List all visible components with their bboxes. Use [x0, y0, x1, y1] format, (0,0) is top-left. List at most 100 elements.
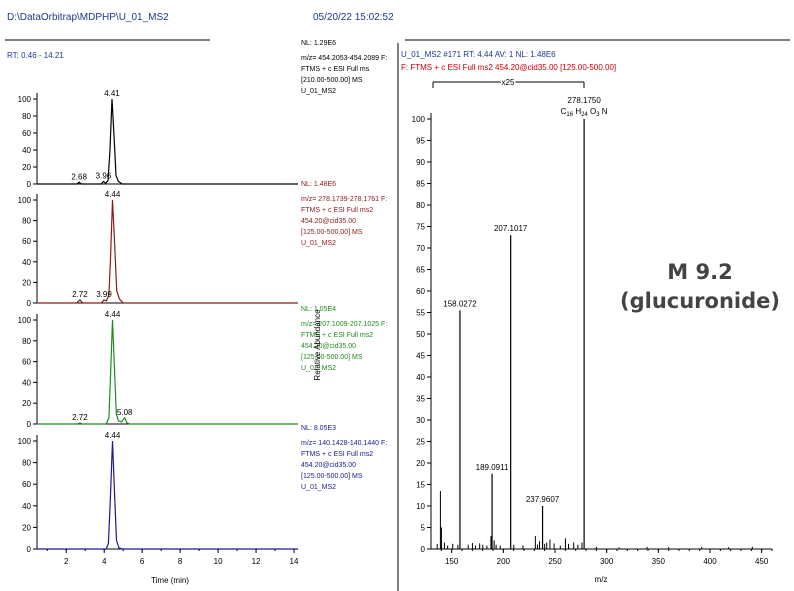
chrom-y-tick-label: 100 — [18, 196, 32, 205]
molecular-formula: C16 H24 O3 N — [561, 107, 608, 118]
peak-mz-label: 278.1750 — [567, 96, 601, 105]
chromatogram-trace — [37, 319, 298, 425]
nl-label: NL: 1.29E6 — [301, 40, 336, 47]
chromatogram-trace — [37, 199, 298, 304]
time-axis-label: Time (min) — [151, 576, 189, 585]
spectrum-y-tick-label: 100 — [412, 115, 426, 124]
chrom-y-tick-label: 80 — [22, 459, 31, 468]
scan-filter-line: [125.00-500.00] MS — [301, 354, 363, 361]
spectrum-y-tick-label: 55 — [416, 309, 425, 318]
y-axis-label: Relative Abundance — [313, 309, 322, 381]
mz-tick-label: 350 — [652, 557, 666, 566]
chrom-y-tick-label: 100 — [18, 316, 32, 325]
scan-filter-line: FTMS + c ESI Full ms — [301, 66, 370, 73]
spectrum-y-tick-label: 90 — [416, 158, 425, 167]
chrom-y-tick-label: 60 — [22, 358, 31, 367]
time-tick-label: 8 — [178, 557, 183, 566]
spectrum-y-tick-label: 40 — [416, 373, 425, 382]
chrom-y-tick-label: 20 — [22, 399, 31, 408]
chrom-y-tick-label: 20 — [22, 163, 31, 172]
chrom-y-tick-label: 20 — [22, 523, 31, 532]
scan-filter-line: [210.00-500.00] MS — [301, 77, 363, 84]
spectrum-y-tick-label: 10 — [416, 502, 425, 511]
nl-label: NL: 8.05E3 — [301, 425, 336, 432]
scan-filter-line: 454.20@cid35.00 — [301, 218, 356, 225]
peak-rt-label: 2.72 — [72, 290, 88, 299]
zoom-label: x25 — [502, 78, 515, 87]
chrom-y-tick-label: 80 — [22, 337, 31, 346]
chrom-y-tick-label: 0 — [27, 545, 32, 554]
peak-rt-label: 4.44 — [105, 190, 121, 199]
scan-filter-line: m/z= 278.1739-278.1761 F: — [301, 196, 387, 203]
file-path: D:\DataOrbitrap\MDPHP\U_01_MS2 — [7, 12, 169, 23]
spectrum-y-tick-label: 80 — [416, 201, 425, 210]
scan-filter-line: [125.00-500.00] MS — [301, 473, 363, 480]
time-tick-label: 2 — [64, 557, 69, 566]
chrom-y-tick-label: 0 — [27, 180, 32, 189]
acquisition-datetime: 05/20/22 15:02:52 — [313, 12, 394, 23]
scan-filter-line: m/z= 207.1009-207.1025 F: — [301, 321, 387, 328]
mz-tick-label: 250 — [548, 557, 562, 566]
chrom-y-tick-label: 40 — [22, 378, 31, 387]
spectrum-y-tick-label: 0 — [421, 545, 426, 554]
chrom-y-tick-label: 40 — [22, 502, 31, 511]
chrom-y-tick-label: 0 — [27, 299, 32, 308]
scan-filter-line: U_01_MS2 — [301, 88, 336, 95]
mz-axis-label: m/z — [595, 575, 608, 584]
spectrum-filter: F: FTMS + c ESI Full ms2 454.20@cid35.00… — [401, 63, 616, 72]
chrom-y-tick-label: 40 — [22, 146, 31, 155]
peak-rt-label: 4.41 — [104, 89, 120, 98]
nl-label: NL: 1.48E6 — [301, 181, 336, 188]
peak-mz-label: 189.0911 — [476, 463, 509, 472]
chrom-y-tick-label: 40 — [22, 258, 31, 267]
mz-tick-label: 450 — [755, 557, 769, 566]
scan-filter-line: [125.00-500.00] MS — [301, 229, 363, 236]
scan-filter-line: m/z= 140.1428-140.1440 F: — [301, 440, 387, 447]
peak-mz-label: 207.1017 — [494, 224, 528, 233]
time-tick-label: 4 — [102, 557, 107, 566]
chrom-y-tick-label: 60 — [22, 480, 31, 489]
scan-filter-line: FTMS + c ESI Full ms2 — [301, 451, 373, 458]
peak-rt-label: 2.68 — [71, 172, 87, 181]
spectrum-y-tick-label: 70 — [416, 244, 425, 253]
spectrum-y-tick-label: 60 — [416, 287, 425, 296]
spectrum-y-tick-label: 30 — [416, 416, 425, 425]
scan-filter-line: U_01_MS2 — [301, 365, 336, 372]
chrom-y-tick-label: 80 — [22, 112, 31, 121]
scan-filter-line: U_01_MS2 — [301, 484, 336, 491]
peak-mz-label: 237.9607 — [526, 495, 560, 504]
chrom-y-tick-label: 100 — [18, 437, 32, 446]
time-tick-label: 6 — [140, 557, 145, 566]
nl-label: NL: 1.05E4 — [301, 306, 336, 313]
peak-rt-label: 3.99 — [96, 290, 112, 299]
time-tick-label: 14 — [290, 557, 299, 566]
spectrum-title: U_01_MS2 #171 RT: 4.44 AV: 1 NL: 1.48E6 — [401, 50, 556, 59]
peak-rt-label: 2.72 — [72, 413, 88, 422]
peak-rt-label: 3.96 — [96, 171, 112, 180]
spectrum-y-tick-label: 25 — [416, 438, 425, 447]
spectrum-y-tick-label: 35 — [416, 395, 425, 404]
chromatogram-trace — [37, 440, 298, 550]
chrom-y-tick-label: 20 — [22, 278, 31, 287]
chromatogram-trace — [37, 98, 298, 185]
peak-rt-label: 5.08 — [117, 408, 133, 417]
spectrum-y-tick-label: 45 — [416, 352, 425, 361]
mz-tick-label: 200 — [497, 557, 511, 566]
spectrum-y-tick-label: 75 — [416, 223, 425, 232]
peak-rt-label: 4.44 — [105, 431, 121, 440]
chrom-y-tick-label: 60 — [22, 129, 31, 138]
scan-filter-line: U_01_MS2 — [301, 240, 336, 247]
spectrum-y-tick-label: 20 — [416, 459, 425, 468]
mz-tick-label: 150 — [445, 557, 459, 566]
chrom-y-tick-label: 100 — [18, 95, 32, 104]
spectrum-y-tick-label: 85 — [416, 180, 425, 189]
scan-filter-line: FTMS + c ESI Full ms2 — [301, 332, 373, 339]
spectrum-y-tick-label: 15 — [416, 481, 425, 490]
spectrum-y-tick-label: 5 — [421, 524, 426, 533]
peak-rt-label: 4.44 — [105, 310, 121, 319]
metabolite-class-label: (glucuronide) — [620, 289, 780, 313]
chrom-y-tick-label: 0 — [27, 420, 32, 429]
mz-tick-label: 300 — [600, 557, 614, 566]
time-tick-label: 12 — [252, 557, 261, 566]
spectrum-y-tick-label: 65 — [416, 266, 425, 275]
